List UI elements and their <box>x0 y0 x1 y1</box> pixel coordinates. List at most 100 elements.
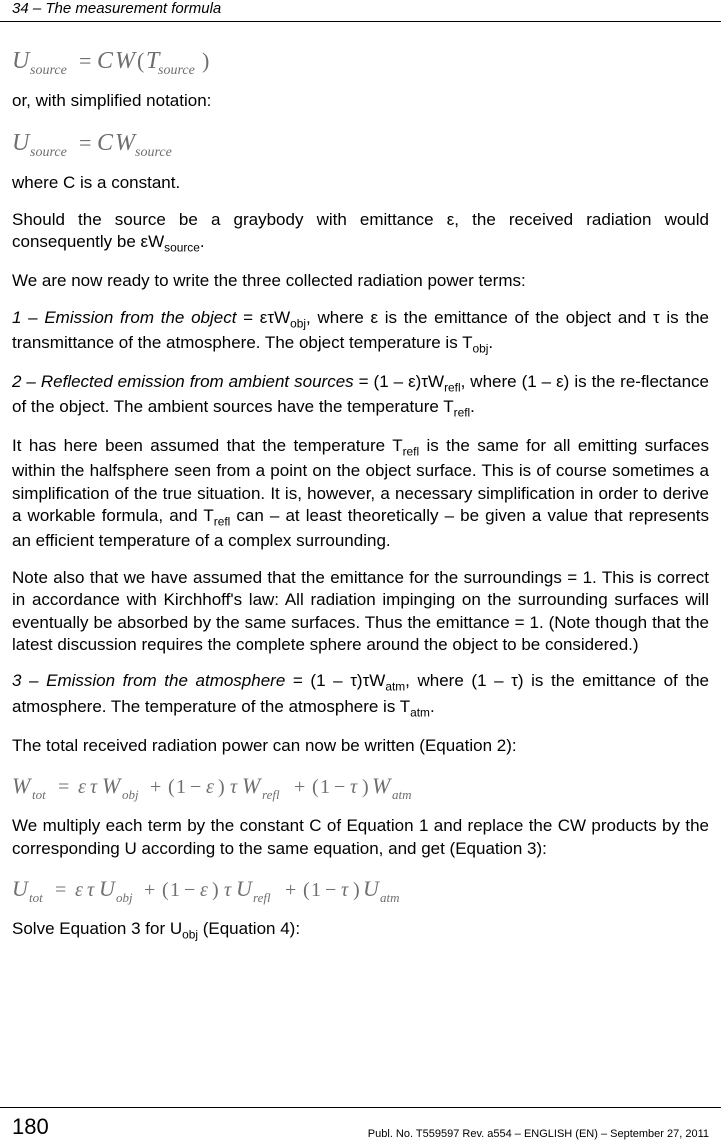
eq1-lp: ( <box>137 48 144 73</box>
eq4-lp1: ( <box>162 879 169 901</box>
page-header: 34 – The measurement formula <box>0 0 721 22</box>
p7-sub2: refl <box>214 515 231 529</box>
eq4-U3: U <box>236 876 254 901</box>
eq3-W4: W <box>372 773 392 798</box>
eq2-W: W <box>115 130 137 156</box>
p6-sub1: refl <box>444 380 461 394</box>
eq1-eq: = <box>79 48 91 73</box>
eq3-W3: W <box>242 773 262 798</box>
eq3-m2: − <box>334 776 345 798</box>
eq4-one1: 1 <box>170 879 180 901</box>
eq3-e1: ε <box>78 776 86 798</box>
p5-italic: 1 – Emission from the object <box>12 308 236 327</box>
eq3-refl: refl <box>262 787 280 802</box>
paragraph-8: Note also that we have assumed that the … <box>12 567 709 657</box>
p3-text-a: Should the source be a graybody with emi… <box>12 210 709 251</box>
eq3-m1: − <box>190 776 201 798</box>
p5-sub1: obj <box>290 316 306 330</box>
eq3-one1: 1 <box>176 776 186 798</box>
eq3-rp1: ) <box>218 776 225 798</box>
p3-sub: source <box>164 241 200 255</box>
paragraph-2: where C is a constant. <box>12 172 709 194</box>
eq3-t2: τ <box>230 776 238 798</box>
main-content: U source = C W ( T source ) or, with sim… <box>0 22 721 943</box>
eq4-p1: + <box>144 879 155 901</box>
eq4-refl: refl <box>253 890 271 905</box>
page-footer: 180 Publ. No. T559597 Rev. a554 – ENGLIS… <box>0 1107 721 1140</box>
eq4-e2: ε <box>200 879 208 901</box>
eq2-eq: = <box>79 130 91 155</box>
p9-italic: 3 – Emission from the atmosphere <box>12 671 285 690</box>
p6-italic: 2 – Reflected emission from ambient sour… <box>12 372 354 391</box>
eq3-tot: tot <box>32 787 46 802</box>
equation-4: U tot = ε τ U obj + ( 1 − ε ) τ U refl +… <box>12 874 709 908</box>
eq3-W1: W <box>12 773 32 798</box>
eq2-sub1: source <box>30 145 67 160</box>
eq4-m2: − <box>325 879 336 901</box>
eq4-U2: U <box>99 876 117 901</box>
eq2-sub2: source <box>135 145 172 160</box>
paragraph-11: We multiply each term by the constant C … <box>12 815 709 860</box>
p9-sub2: atm <box>410 705 430 719</box>
eq4-m1: − <box>184 879 195 901</box>
eq1-rp: ) <box>202 48 209 73</box>
publication-info: Publ. No. T559597 Rev. a554 – ENGLISH (E… <box>368 1128 709 1140</box>
eq4-p2: + <box>285 879 296 901</box>
eq3-p2: + <box>294 776 305 798</box>
eq1-sub2: source <box>158 63 195 78</box>
paragraph-4: We are now ready to write the three coll… <box>12 270 709 292</box>
eq3-rp2: ) <box>362 776 369 798</box>
p7-a: It has here been assumed that the temper… <box>12 436 403 455</box>
eq3-e2: ε <box>206 776 214 798</box>
p3-text-b: . <box>200 232 205 251</box>
eq1-W: W <box>115 48 137 74</box>
eq4-one2: 1 <box>311 879 321 901</box>
eq1-sub1: source <box>30 63 67 78</box>
eq3-W2: W <box>102 773 122 798</box>
eq4-t1: τ <box>87 879 95 901</box>
header-title: 34 – The measurement formula <box>12 0 221 17</box>
eq2-C: C <box>97 130 114 156</box>
eq3-lp2: ( <box>312 776 319 798</box>
eq1-U: U <box>12 48 31 74</box>
p12-a: Solve Equation 3 for U <box>12 919 182 938</box>
eq1-C: C <box>97 48 114 74</box>
paragraph-7: It has here been assumed that the temper… <box>12 435 709 553</box>
p6-d: . <box>470 397 475 416</box>
eq4-t2: τ <box>224 879 232 901</box>
paragraph-12: Solve Equation 3 for Uobj (Equation 4): <box>12 918 709 943</box>
eq3-t3: τ <box>350 776 358 798</box>
eq4-lp2: ( <box>303 879 310 901</box>
eq3-lp1: ( <box>168 776 175 798</box>
p7-sub1: refl <box>403 445 420 459</box>
paragraph-9: 3 – Emission from the atmosphere = (1 – … <box>12 670 709 720</box>
eq3-t1: τ <box>90 776 98 798</box>
eq2-U: U <box>12 130 31 156</box>
eq4-U4: U <box>363 876 381 901</box>
p6-sub2: refl <box>454 406 471 420</box>
eq3-one2: 1 <box>320 776 330 798</box>
paragraph-6: 2 – Reflected emission from ambient sour… <box>12 371 709 421</box>
eq4-U1: U <box>12 876 30 901</box>
paragraph-1: or, with simplified notation: <box>12 90 709 112</box>
paragraph-3: Should the source be a graybody with emi… <box>12 209 709 257</box>
eq4-eq: = <box>55 879 66 901</box>
p5-d: . <box>488 333 493 352</box>
paragraph-5: 1 – Emission from the object = ετWobj, w… <box>12 307 709 357</box>
eq3-atm: atm <box>392 787 412 802</box>
p5-b: = ετW <box>236 308 290 327</box>
eq4-atm: atm <box>380 890 400 905</box>
p9-b: = (1 – τ)τW <box>285 671 385 690</box>
page-number: 180 <box>12 1114 49 1140</box>
p12-b: (Equation 4): <box>198 919 300 938</box>
eq3-obj: obj <box>122 787 139 802</box>
eq4-t3: τ <box>341 879 349 901</box>
eq4-tot: tot <box>29 890 43 905</box>
eq4-e1: ε <box>75 879 83 901</box>
eq4-obj: obj <box>116 890 133 905</box>
p12-sub: obj <box>182 927 198 941</box>
p6-b: = (1 – ε)τW <box>354 372 444 391</box>
eq4-rp1: ) <box>212 879 219 901</box>
eq3-p1: + <box>150 776 161 798</box>
p5-sub2: obj <box>473 341 489 355</box>
